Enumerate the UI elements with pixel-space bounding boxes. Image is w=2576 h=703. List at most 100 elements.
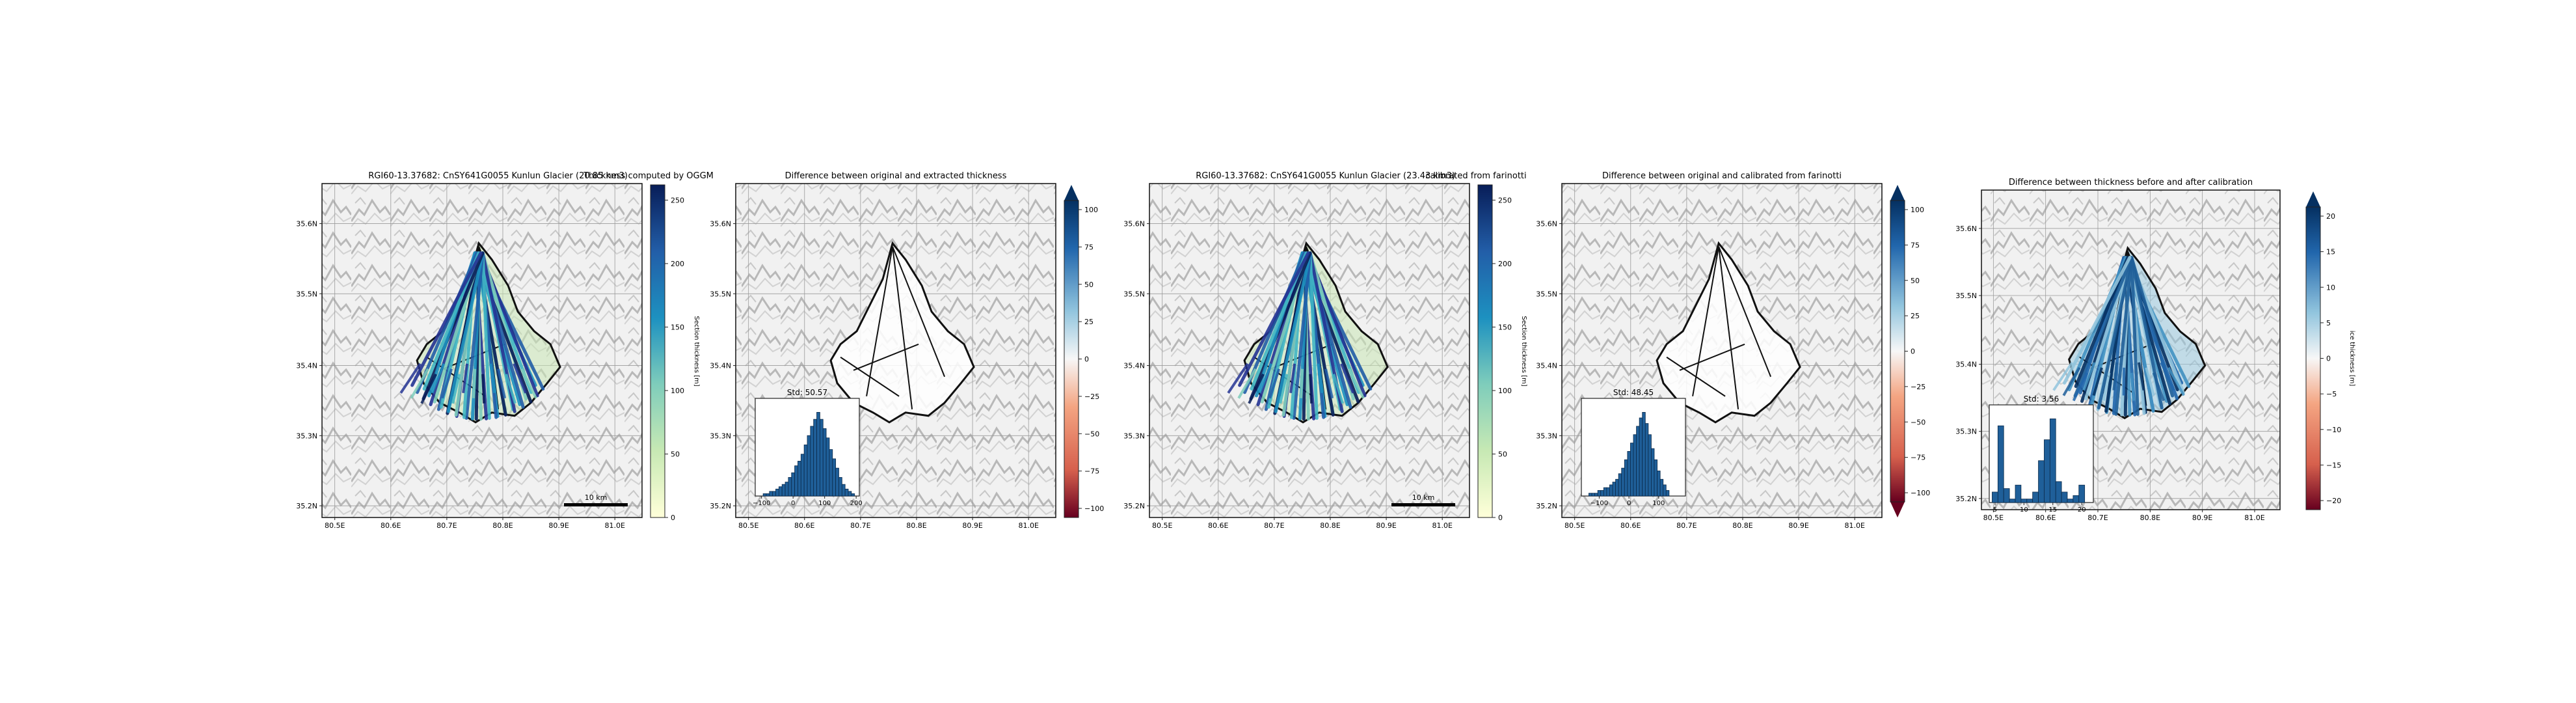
colorbar-tick-label: −50 — [1084, 430, 1099, 438]
inset-bar — [2049, 419, 2056, 503]
y-tick-label: 35.2N — [296, 502, 317, 510]
inset-bar — [1663, 484, 1667, 497]
flowline — [410, 368, 429, 399]
inset-bar — [1624, 459, 1628, 497]
inset-tick-label: 100 — [1652, 500, 1665, 507]
inset-bar — [1659, 478, 1664, 497]
colorbar-tick-label: 15 — [2326, 248, 2335, 256]
colorbar-extend-top — [2306, 191, 2320, 207]
x-tick-label: 80.7E — [436, 521, 457, 530]
y-tick-label: 35.3N — [1123, 432, 1145, 440]
flowline — [505, 374, 517, 404]
flowline — [481, 251, 491, 420]
colorbar-tick-label: 100 — [1911, 206, 1924, 214]
x-tick-label: 80.5E — [1152, 521, 1172, 530]
flowline — [1324, 368, 1334, 399]
inset-histogram: Std: 50.57 −100 0 100 200 — [753, 388, 863, 507]
glacier-branch — [866, 246, 894, 396]
y-tick-label: 35.6N — [296, 220, 317, 228]
x-tick-label: 80.9E — [548, 521, 569, 530]
panel-subtitle: calibrated from farinotti — [1425, 171, 1526, 181]
inset-bar — [1639, 417, 1643, 497]
colorbar-tick-label: 25 — [1911, 312, 1920, 320]
colorbar-gradient — [650, 184, 665, 518]
inset-bar — [2009, 499, 2016, 503]
x-tick-label: 80.5E — [1564, 521, 1585, 530]
colorbar-label: ice thickness [m] — [2348, 331, 2355, 387]
inset-tick-label: 15 — [2048, 506, 2057, 514]
map-panel: RGI60-13.37682: CnSY641G0055 Kunlun Glac… — [296, 171, 714, 530]
colorbar-tick-label: −10 — [2326, 426, 2341, 434]
flowline — [451, 374, 461, 404]
inset-histogram: Std: 48.45 −100 0 100 — [1581, 388, 1686, 507]
inset-bar — [848, 491, 852, 497]
inset-bar — [844, 488, 849, 497]
y-tick-label: 35.5N — [1536, 290, 1557, 298]
inset-bar — [1630, 443, 1634, 497]
flowline — [1340, 363, 1354, 394]
flowline — [1279, 374, 1289, 404]
inset-bar — [851, 493, 855, 497]
y-tick-label: 35.6N — [1536, 220, 1557, 228]
colorbar-tick-label: −50 — [1911, 418, 1925, 426]
flowline — [1332, 374, 1344, 404]
inset-bar — [2015, 484, 2022, 503]
colorbar: 250 200 150 100 50 0 Section thickness [m] — [650, 184, 700, 522]
y-tick-label: 35.4N — [1123, 362, 1145, 370]
colorbar-extend-top — [1064, 185, 1079, 200]
flowline — [1348, 368, 1365, 399]
flowline — [1289, 363, 1296, 394]
inset-bar — [829, 449, 833, 497]
inset-bar — [2026, 499, 2033, 503]
colorbar-tick-label: 150 — [671, 323, 684, 331]
glacier-branch — [1692, 246, 1720, 396]
inset-title: Std: 3.56 — [2024, 394, 2059, 404]
inset-bar — [1997, 425, 2004, 503]
inset-bar — [2044, 439, 2050, 503]
scalebar — [564, 503, 628, 506]
inset-tick-label: 5 — [1993, 506, 1997, 514]
colorbar-tick-label: −100 — [1911, 489, 1930, 497]
inset-bar — [800, 454, 805, 497]
flowline — [2112, 362, 2118, 391]
colorbar-label: Section thickness [m] — [1520, 316, 1527, 386]
colorbar-tick-label: 20 — [2326, 212, 2335, 221]
inset-bar — [778, 486, 783, 497]
map-frame — [321, 183, 643, 518]
inset-bar — [807, 435, 811, 497]
colorbar-gradient — [1064, 200, 1079, 518]
x-tick-label: 81.0E — [604, 521, 624, 530]
inset-bar — [762, 493, 767, 497]
x-tick-label: 80.6E — [2035, 514, 2056, 522]
glacier-branch — [840, 356, 900, 397]
x-tick-label: 80.7E — [850, 521, 870, 530]
inset-bar — [839, 477, 842, 497]
inset-bar — [1633, 434, 1637, 497]
colorbar-tick-label: −5 — [2326, 390, 2337, 398]
colorbar-tick-label: 0 — [2326, 355, 2331, 363]
y-tick-label: 35.6N — [1123, 220, 1145, 228]
inset-bar — [1657, 471, 1661, 497]
y-tick-label: 35.3N — [1955, 428, 1977, 436]
colorbar-gradient — [1890, 200, 1905, 503]
flowline — [2052, 361, 2074, 391]
y-tick-label: 35.4N — [1955, 361, 1977, 369]
y-tick-label: 35.2N — [1955, 495, 1977, 503]
map-panel: RGI60-13.37682: CnSY641G0055 Kunlun Glac… — [1123, 171, 1526, 530]
inset-bar — [2038, 460, 2045, 503]
scalebar-label: 10 km — [585, 493, 608, 502]
colorbar-tick-label: 50 — [1911, 277, 1920, 285]
scalebar — [1391, 503, 1455, 506]
x-tick-label: 80.6E — [794, 521, 814, 530]
flowline — [2072, 372, 2089, 402]
inset-bar — [1589, 493, 1592, 497]
x-tick-label: 80.7E — [1264, 521, 1284, 530]
flowline — [2138, 362, 2145, 391]
panel-subtitle: Thickness computed by OGGM — [583, 171, 714, 181]
flowline — [2152, 372, 2166, 402]
colorbar: 20 15 10 5 0 −5 −10 −15 −20 ice thickness [m] — [2305, 191, 2355, 510]
flowline — [1309, 374, 1313, 404]
colorbar-tick-label: 250 — [671, 196, 684, 204]
glacier-branch — [1679, 343, 1745, 371]
glacier-branch — [853, 343, 919, 371]
